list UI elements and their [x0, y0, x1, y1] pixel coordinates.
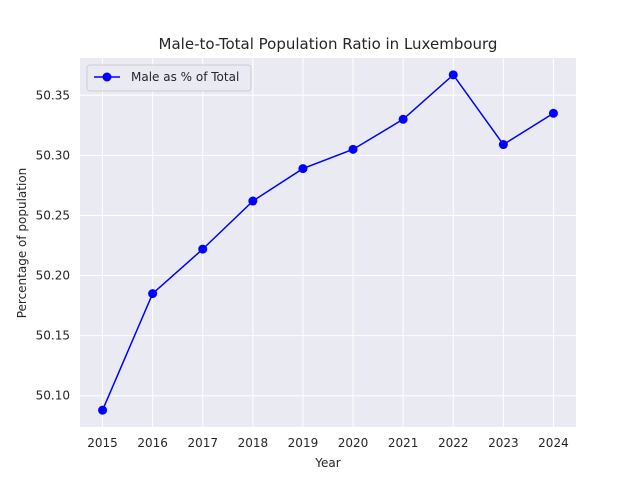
y-tick-label: 50.20	[36, 269, 70, 283]
x-tick-label: 2019	[288, 436, 319, 450]
data-point	[98, 405, 108, 415]
series-line-layer	[101, 73, 554, 411]
y-axis-label: Percentage of population	[15, 168, 29, 319]
data-point	[148, 289, 158, 299]
y-tick-labels: 50.10 50.15 50.20 50.25 50.30 50.35	[36, 88, 70, 402]
data-point	[548, 108, 558, 118]
data-point	[348, 144, 358, 154]
y-tick-label: 50.35	[36, 88, 70, 102]
y-tick-label: 50.30	[36, 148, 70, 162]
x-axis-label: Year	[314, 456, 340, 470]
legend-label: Male as % of Total	[131, 70, 239, 84]
series-line	[101, 73, 554, 411]
data-point	[398, 114, 408, 124]
x-tick-label: 2016	[137, 436, 168, 450]
plot-background	[80, 58, 576, 427]
x-tick-label: 2020	[338, 436, 369, 450]
y-tick-label: 50.10	[36, 389, 70, 403]
x-tick-label: 2023	[488, 436, 519, 450]
data-point	[498, 140, 508, 150]
x-tick-label: 2015	[87, 436, 118, 450]
x-tick-label: 2018	[238, 436, 269, 450]
x-tick-labels: 2015 2016 2017 2018 2019 2020 2021 2022 2023 2024	[87, 436, 568, 450]
y-tick-label: 50.25	[36, 208, 70, 222]
data-point	[198, 244, 208, 254]
data-point	[298, 164, 308, 174]
x-tick-label: 2017	[187, 436, 218, 450]
legend-box	[86, 64, 252, 92]
legend-marker-swatch	[102, 72, 112, 82]
y-tick-label: 50.15	[36, 329, 70, 343]
data-point	[448, 70, 458, 80]
x-tick-label: 2024	[538, 436, 569, 450]
data-point	[248, 196, 258, 206]
x-tick-label: 2021	[388, 436, 419, 450]
legend: Male as % of Total	[86, 64, 252, 92]
x-tick-label: 2022	[438, 436, 469, 450]
gridlines	[80, 58, 576, 427]
chart-title: Male-to-Total Population Ratio in Luxemb…	[159, 35, 498, 53]
series-markers	[98, 70, 558, 415]
